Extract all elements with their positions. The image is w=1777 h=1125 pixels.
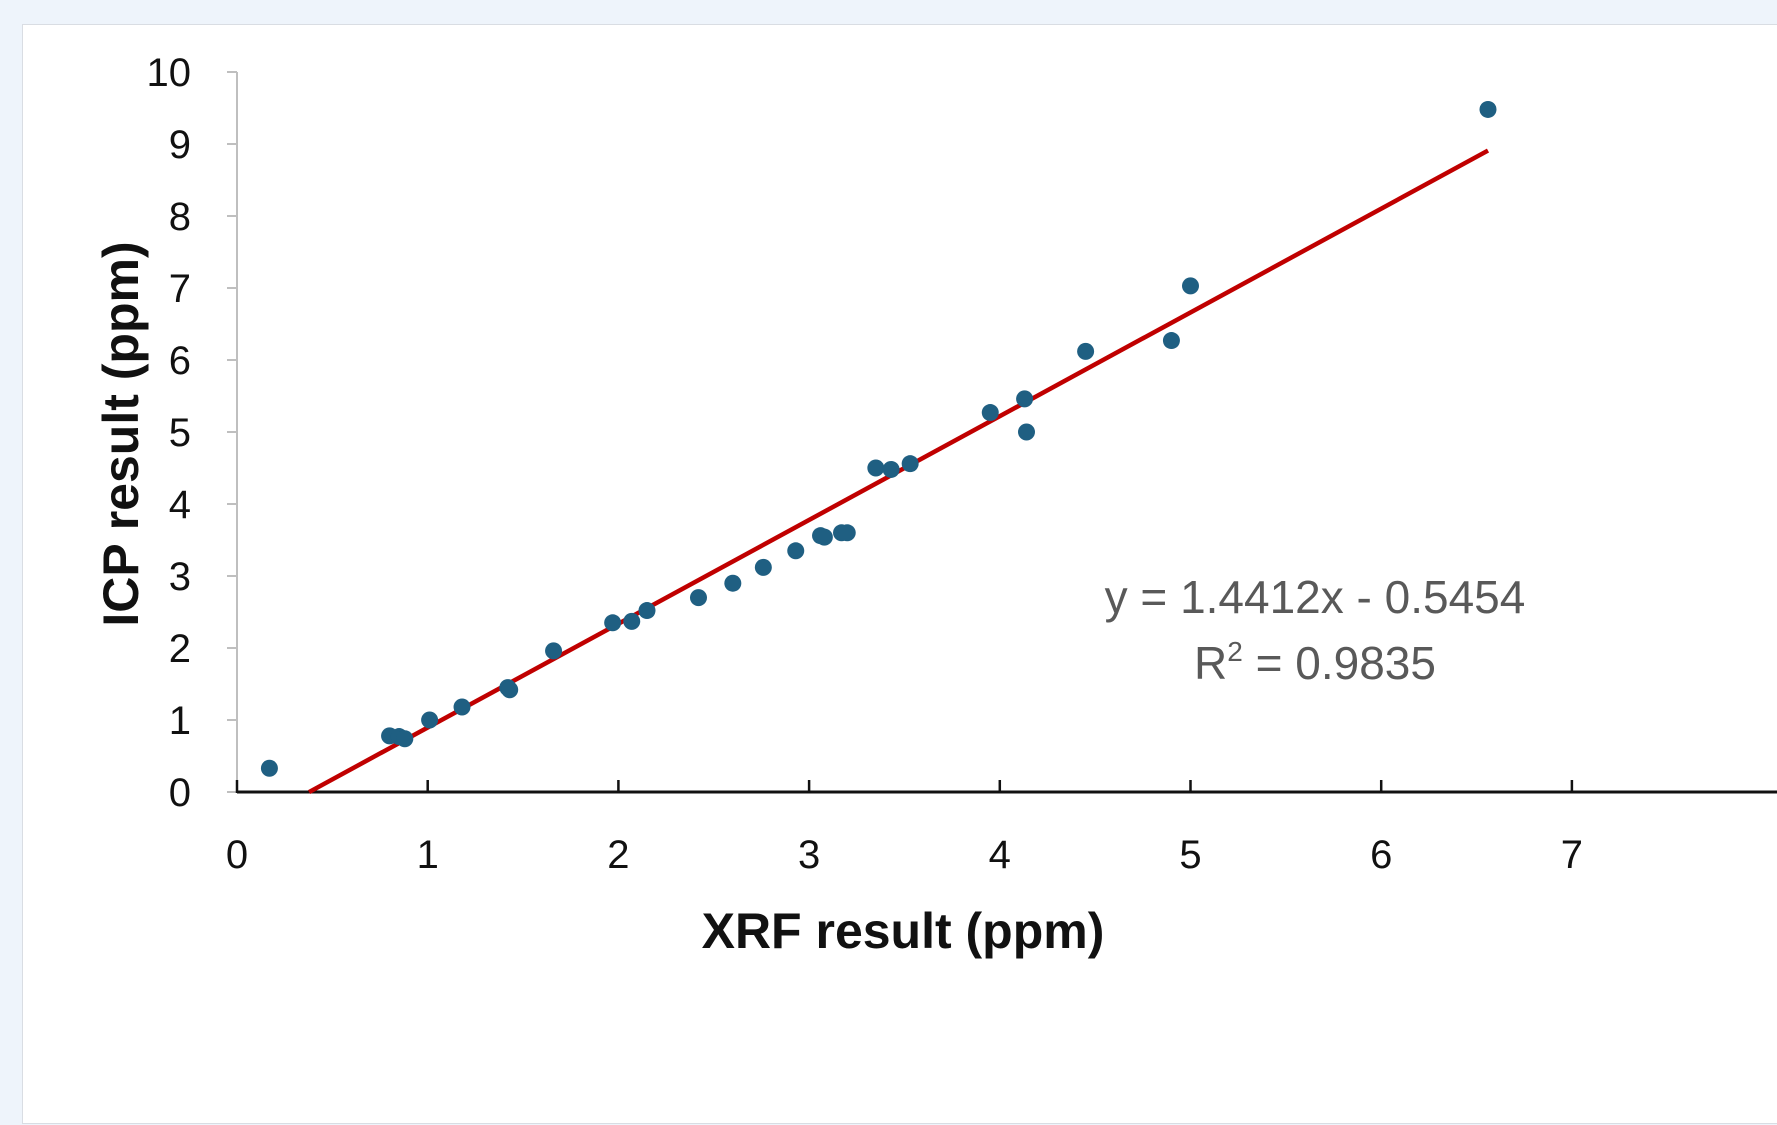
data-point bbox=[724, 574, 742, 592]
chart-panel: 0 1 2 3 4 5 6 7 8 9 10 0 1 2 3 4 5 6 7 ICP result (ppm) X… bbox=[22, 24, 1777, 1124]
y-tick-label: 1 bbox=[169, 699, 191, 743]
data-point bbox=[501, 681, 519, 699]
data-point bbox=[787, 542, 805, 560]
r-squared-label: R2 = 0.9835 bbox=[1194, 636, 1436, 689]
y-tick-group: 0 1 2 3 4 5 6 7 8 9 10 bbox=[147, 51, 237, 815]
data-point bbox=[396, 730, 414, 748]
x-tick-label: 5 bbox=[1179, 833, 1201, 877]
data-point bbox=[882, 460, 900, 478]
y-tick-label: 6 bbox=[169, 339, 191, 383]
data-point bbox=[901, 455, 919, 473]
data-point bbox=[838, 524, 856, 542]
data-point bbox=[689, 589, 707, 607]
data-point bbox=[638, 602, 656, 620]
data-point bbox=[1017, 423, 1035, 441]
y-tick-label: 8 bbox=[169, 195, 191, 239]
x-tick-label: 2 bbox=[607, 833, 629, 877]
y-tick-label: 3 bbox=[169, 555, 191, 599]
y-axis-title: ICP result (ppm) bbox=[93, 241, 149, 626]
data-point bbox=[867, 459, 885, 477]
data-point bbox=[421, 711, 439, 729]
data-point bbox=[545, 642, 563, 660]
x-tick-label: 1 bbox=[417, 833, 439, 877]
data-point bbox=[453, 698, 471, 716]
data-point bbox=[1016, 390, 1034, 408]
r-squared-value: = 0.9835 bbox=[1243, 637, 1436, 689]
y-tick-label: 5 bbox=[169, 411, 191, 455]
x-tick-label: 4 bbox=[989, 833, 1011, 877]
x-tick-label: 7 bbox=[1561, 833, 1583, 877]
data-point bbox=[260, 759, 278, 777]
data-point bbox=[623, 612, 641, 630]
r-squared-prefix: R bbox=[1194, 637, 1227, 689]
y-tick-label: 4 bbox=[169, 483, 191, 527]
x-axis-title: XRF result (ppm) bbox=[702, 903, 1105, 959]
y-tick-label: 10 bbox=[147, 51, 192, 95]
y-tick-label: 2 bbox=[169, 627, 191, 671]
trendline-equation-label: y = 1.4412x - 0.5454 R2 = 0.9835 bbox=[1105, 571, 1526, 689]
data-point bbox=[604, 614, 622, 632]
x-tick-label: 6 bbox=[1370, 833, 1392, 877]
data-points bbox=[260, 100, 1497, 777]
data-point bbox=[1479, 100, 1497, 118]
trendline-equation: y = 1.4412x - 0.5454 bbox=[1105, 571, 1526, 623]
y-tick-label: 9 bbox=[169, 123, 191, 167]
data-point bbox=[981, 404, 999, 422]
data-point bbox=[754, 558, 772, 576]
y-tick-label: 7 bbox=[169, 267, 191, 311]
x-tick-label: 0 bbox=[226, 833, 248, 877]
scatter-chart: 0 1 2 3 4 5 6 7 8 9 10 0 1 2 3 4 5 6 7 ICP result (ppm) X… bbox=[93, 51, 1777, 959]
data-point bbox=[1162, 332, 1180, 350]
r-squared-superscript: 2 bbox=[1227, 636, 1243, 667]
data-point bbox=[1077, 342, 1095, 360]
data-point bbox=[1182, 277, 1199, 295]
x-tick-group: 0 1 2 3 4 5 6 7 bbox=[226, 780, 1583, 877]
y-tick-label: 0 bbox=[169, 771, 191, 815]
data-point bbox=[815, 528, 833, 546]
x-tick-label: 3 bbox=[798, 833, 820, 877]
